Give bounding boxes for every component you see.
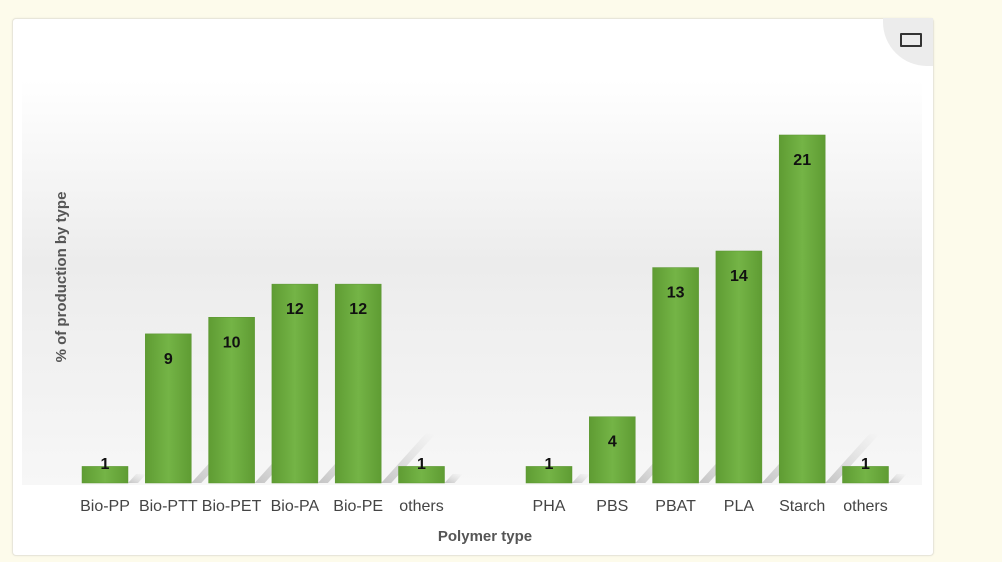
bar bbox=[842, 466, 889, 484]
x-tick-label: Starch bbox=[779, 498, 825, 515]
bar bbox=[652, 267, 699, 484]
x-tick-label: PLA bbox=[724, 498, 755, 515]
bar bbox=[208, 317, 255, 484]
x-tick-label: PBS bbox=[596, 498, 628, 515]
bar-shadow bbox=[444, 473, 463, 483]
data-label: 1 bbox=[417, 456, 426, 473]
data-label: 14 bbox=[730, 268, 748, 285]
data-label: 21 bbox=[793, 152, 811, 169]
x-tick-label: Bio-PE bbox=[333, 498, 383, 515]
data-label: 1 bbox=[545, 456, 554, 473]
x-tick-label: others bbox=[399, 498, 443, 515]
bar bbox=[398, 466, 445, 484]
x-tick-labels-layer: Bio-PP Bio-PTT Bio-PET Bio-PA Bio-PE others PH… bbox=[80, 498, 888, 515]
bar bbox=[271, 283, 319, 484]
x-tick-label: Bio-PP bbox=[80, 498, 130, 515]
x-tick-label: Bio-PTT bbox=[139, 498, 198, 515]
x-tick-label: Bio-PET bbox=[202, 498, 262, 515]
data-label: 9 bbox=[164, 351, 173, 368]
data-label: 1 bbox=[101, 456, 110, 473]
bar bbox=[81, 466, 129, 484]
x-tick-label: Bio-PA bbox=[271, 498, 320, 515]
data-label: 10 bbox=[223, 334, 241, 351]
bar bbox=[715, 250, 763, 484]
bar bbox=[525, 466, 573, 484]
bar-shadow bbox=[825, 433, 880, 483]
maximize-icon bbox=[900, 33, 922, 47]
data-label: 4 bbox=[608, 434, 617, 451]
x-axis-title: Polymer type bbox=[438, 528, 532, 545]
bar-shadow bbox=[572, 473, 591, 483]
x-tick-label: PHA bbox=[533, 498, 566, 515]
bar bbox=[145, 333, 192, 484]
bar bbox=[334, 283, 382, 484]
bar-shadow bbox=[128, 473, 147, 483]
bars-layer bbox=[81, 134, 889, 484]
bar-shadow bbox=[888, 473, 907, 483]
y-axis-title: % of production by type bbox=[53, 192, 70, 363]
data-label: 13 bbox=[667, 285, 685, 302]
bar-shadow bbox=[381, 433, 436, 483]
data-label: 12 bbox=[286, 301, 304, 318]
bar bbox=[589, 416, 636, 484]
x-tick-label: others bbox=[843, 498, 887, 515]
x-tick-label: PBAT bbox=[655, 498, 696, 515]
data-label: 12 bbox=[349, 301, 367, 318]
bar bbox=[778, 134, 826, 484]
data-label: 1 bbox=[861, 456, 870, 473]
